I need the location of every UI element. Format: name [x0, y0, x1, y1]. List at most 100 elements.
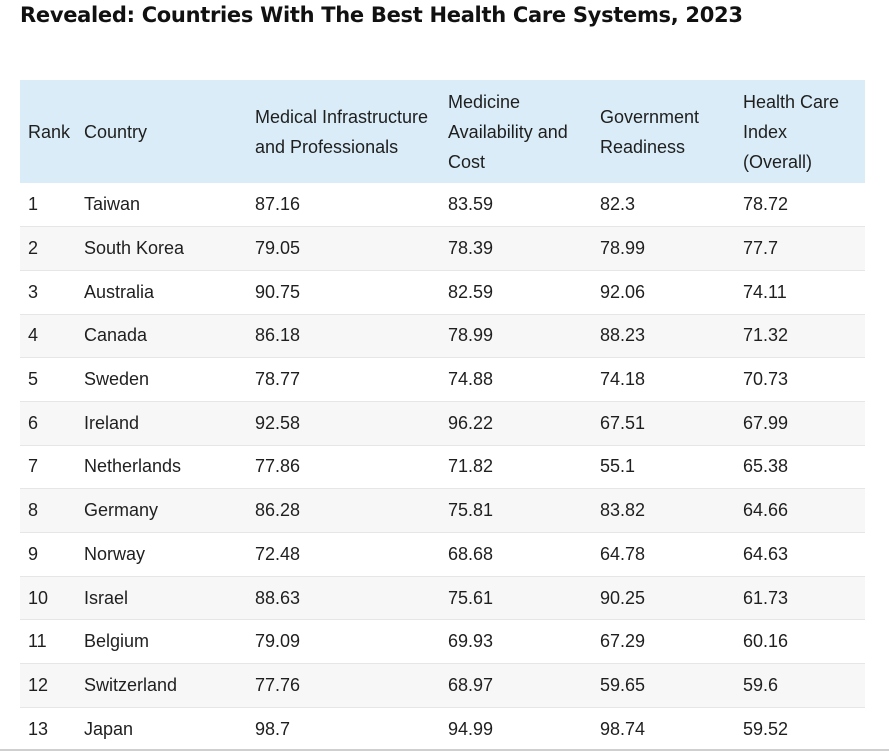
cell-health-care-index: 60.16 [735, 619, 865, 665]
health-care-table: Rank Country Medical Infrastructure and … [20, 80, 865, 751]
cell-medical-infrastructure: 78.77 [247, 357, 440, 402]
cell-medical-infrastructure: 98.7 [247, 707, 440, 751]
cell-medical-infrastructure: 77.86 [247, 445, 440, 490]
cell-medicine-availability: 75.81 [440, 488, 592, 533]
cell-health-care-index: 59.6 [735, 663, 865, 708]
cell-health-care-index: 74.11 [735, 270, 865, 315]
cell-government-readiness: 67.29 [592, 619, 735, 665]
cell-medicine-availability: 78.39 [440, 226, 592, 271]
cell-medical-infrastructure: 88.63 [247, 576, 440, 621]
cell-government-readiness: 92.06 [592, 270, 735, 315]
cell-health-care-index: 71.32 [735, 314, 865, 359]
cell-government-readiness: 83.82 [592, 488, 735, 533]
table-row: 10 Israel 88.63 75.61 90.25 61.73 [20, 576, 865, 621]
table-row: 11 Belgium 79.09 69.93 67.29 60.16 [20, 619, 865, 665]
cell-government-readiness: 59.65 [592, 663, 735, 708]
cell-health-care-index: 77.7 [735, 226, 865, 271]
table-row: 9 Norway 72.48 68.68 64.78 64.63 [20, 532, 865, 577]
table-row: 7 Netherlands 77.86 71.82 55.1 65.38 [20, 445, 865, 490]
cell-health-care-index: 70.73 [735, 357, 865, 402]
table-row: 4 Canada 86.18 78.99 88.23 71.32 [20, 314, 865, 359]
cell-country: Taiwan [76, 183, 247, 228]
page-title: Revealed: Countries With The Best Health… [20, 3, 743, 27]
cell-health-care-index: 67.99 [735, 401, 865, 446]
cell-country: Japan [76, 707, 247, 751]
cell-rank: 1 [20, 183, 76, 228]
cell-rank: 7 [20, 445, 76, 490]
cell-medicine-availability: 78.99 [440, 314, 592, 359]
cell-government-readiness: 55.1 [592, 445, 735, 490]
cell-country: Ireland [76, 401, 247, 446]
header-health-care-index[interactable]: Health Care Index (Overall) [735, 80, 865, 183]
table-row: 6 Ireland 92.58 96.22 67.51 67.99 [20, 401, 865, 446]
cell-medicine-availability: 94.99 [440, 707, 592, 751]
table-row: 1 Taiwan 87.16 83.59 82.3 78.72 [20, 183, 865, 228]
cell-rank: 4 [20, 314, 76, 359]
cell-medicine-availability: 68.68 [440, 532, 592, 577]
cell-rank: 12 [20, 663, 76, 708]
table-row: 13 Japan 98.7 94.99 98.74 59.52 [20, 707, 865, 751]
cell-medicine-availability: 96.22 [440, 401, 592, 446]
cell-health-care-index: 78.72 [735, 183, 865, 228]
cell-health-care-index: 64.63 [735, 532, 865, 577]
cell-government-readiness: 88.23 [592, 314, 735, 359]
table-row: 5 Sweden 78.77 74.88 74.18 70.73 [20, 357, 865, 402]
cell-country: Norway [76, 532, 247, 577]
header-country[interactable]: Country [76, 80, 247, 183]
cell-medical-infrastructure: 86.18 [247, 314, 440, 359]
cell-country: Canada [76, 314, 247, 359]
cell-country: Netherlands [76, 445, 247, 490]
cell-medicine-availability: 69.93 [440, 619, 592, 665]
table-row: 12 Switzerland 77.76 68.97 59.65 59.6 [20, 663, 865, 708]
cell-rank: 6 [20, 401, 76, 446]
cell-country: Germany [76, 488, 247, 533]
cell-health-care-index: 64.66 [735, 488, 865, 533]
table-header-row: Rank Country Medical Infrastructure and … [20, 80, 865, 183]
cell-rank: 8 [20, 488, 76, 533]
cell-medical-infrastructure: 79.09 [247, 619, 440, 665]
cell-rank: 5 [20, 357, 76, 402]
cell-medicine-availability: 71.82 [440, 445, 592, 490]
cell-government-readiness: 64.78 [592, 532, 735, 577]
cell-rank: 2 [20, 226, 76, 271]
cell-government-readiness: 78.99 [592, 226, 735, 271]
cell-medicine-availability: 83.59 [440, 183, 592, 228]
cell-health-care-index: 65.38 [735, 445, 865, 490]
cell-country: Australia [76, 270, 247, 315]
cell-health-care-index: 61.73 [735, 576, 865, 621]
cell-country: Belgium [76, 619, 247, 665]
header-government-readiness[interactable]: Government Readiness [592, 80, 735, 183]
header-medical-infrastructure[interactable]: Medical Infrastructure and Professionals [247, 80, 440, 183]
cell-medicine-availability: 82.59 [440, 270, 592, 315]
cell-rank: 11 [20, 619, 76, 665]
cell-health-care-index: 59.52 [735, 707, 865, 751]
cell-government-readiness: 82.3 [592, 183, 735, 228]
cell-country: Sweden [76, 357, 247, 402]
cell-rank: 13 [20, 707, 76, 751]
cell-medical-infrastructure: 72.48 [247, 532, 440, 577]
cell-government-readiness: 67.51 [592, 401, 735, 446]
bottom-divider [0, 749, 889, 751]
table-row: 3 Australia 90.75 82.59 92.06 74.11 [20, 270, 865, 315]
cell-medical-infrastructure: 86.28 [247, 488, 440, 533]
header-medicine-availability[interactable]: Medicine Availability and Cost [440, 80, 592, 183]
cell-country: South Korea [76, 226, 247, 271]
cell-medicine-availability: 68.97 [440, 663, 592, 708]
cell-medical-infrastructure: 79.05 [247, 226, 440, 271]
cell-medicine-availability: 75.61 [440, 576, 592, 621]
cell-medical-infrastructure: 77.76 [247, 663, 440, 708]
cell-rank: 10 [20, 576, 76, 621]
cell-government-readiness: 74.18 [592, 357, 735, 402]
cell-rank: 3 [20, 270, 76, 315]
cell-medical-infrastructure: 87.16 [247, 183, 440, 228]
cell-country: Switzerland [76, 663, 247, 708]
header-rank[interactable]: Rank [20, 80, 76, 183]
table-body: 1 Taiwan 87.16 83.59 82.3 78.72 2 South Korea 79… [20, 183, 865, 751]
health-care-table-container: Rank Country Medical Infrastructure and … [20, 80, 865, 751]
table-row: 8 Germany 86.28 75.81 83.82 64.66 [20, 488, 865, 533]
cell-country: Israel [76, 576, 247, 621]
table-row: 2 South Korea 79.05 78.39 78.99 77.7 [20, 226, 865, 271]
cell-government-readiness: 90.25 [592, 576, 735, 621]
cell-rank: 9 [20, 532, 76, 577]
cell-medicine-availability: 74.88 [440, 357, 592, 402]
